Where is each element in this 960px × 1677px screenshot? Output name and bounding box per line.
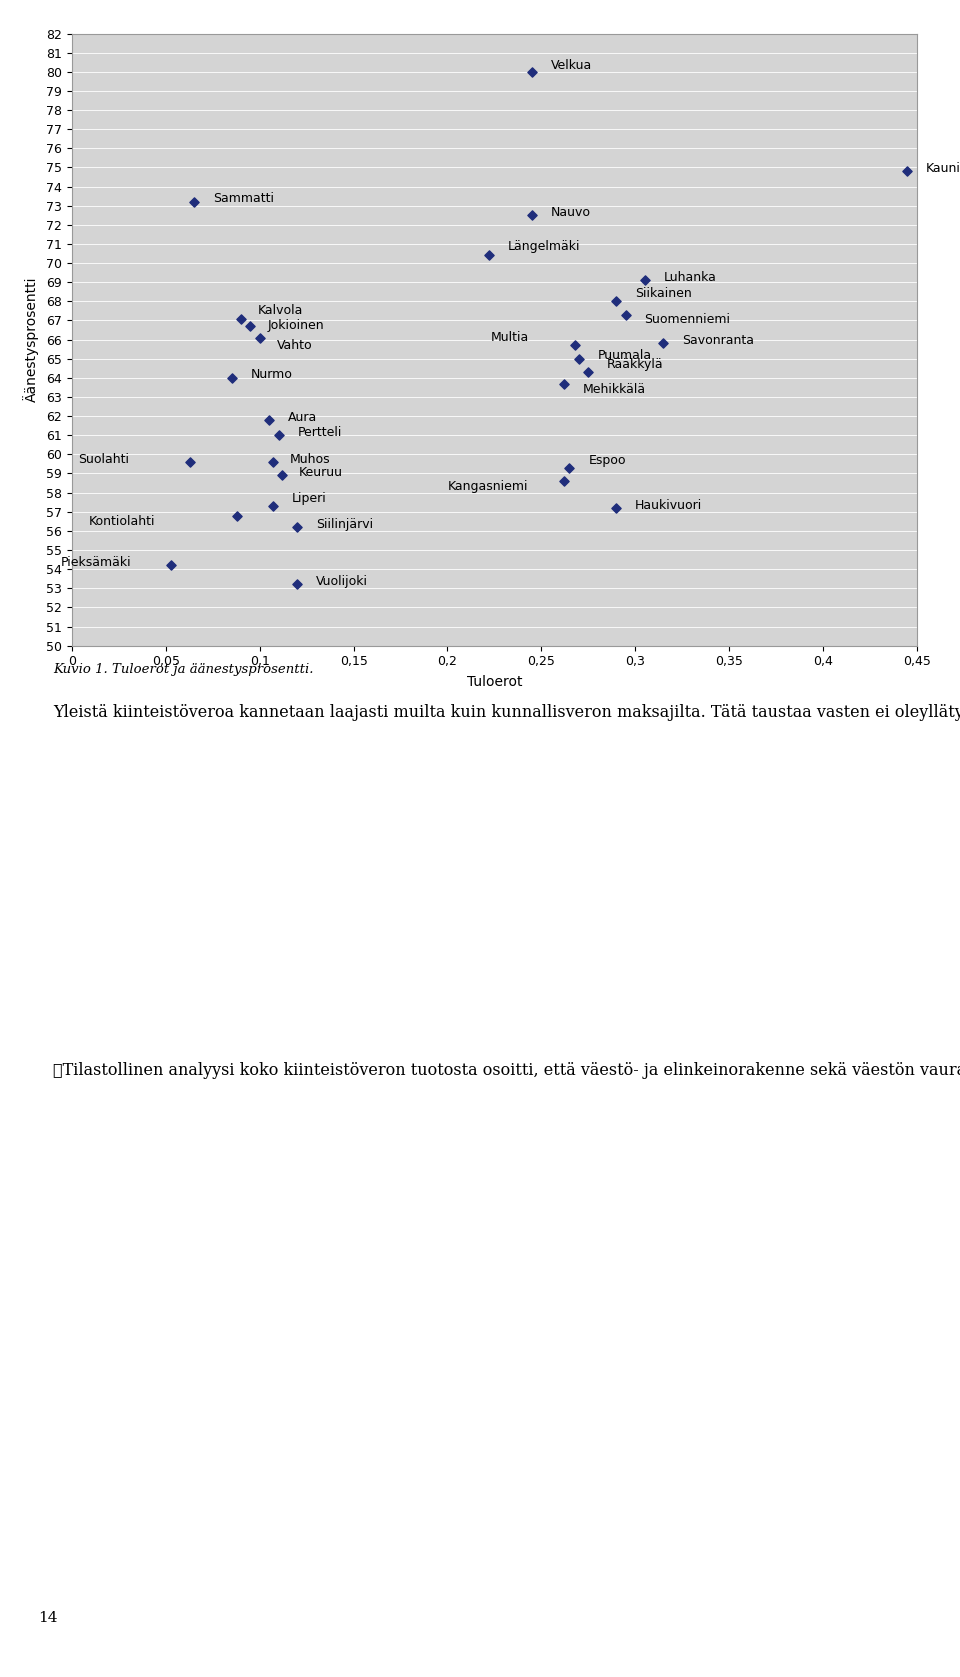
Point: [243, 314, 258, 340]
Text: Kontiolahti: Kontiolahti: [89, 515, 156, 528]
Text: Aura: Aura: [288, 411, 317, 424]
Point: [562, 454, 577, 481]
Text: Sammatti: Sammatti: [213, 193, 274, 206]
Text: Vahto: Vahto: [276, 339, 312, 352]
Point: [182, 449, 198, 476]
Text: Suomenniemi: Suomenniemi: [644, 314, 731, 325]
Text: Kalvola: Kalvola: [258, 305, 303, 317]
Point: [265, 493, 280, 520]
Text: Espoo: Espoo: [588, 453, 626, 466]
Point: [224, 364, 239, 391]
Text: Jokioinen: Jokioinen: [267, 319, 324, 332]
Point: [581, 359, 596, 386]
X-axis label: Tuloerot: Tuloerot: [467, 676, 522, 689]
Text: Muhos: Muhos: [290, 453, 330, 466]
Text: Puumala: Puumala: [598, 349, 652, 362]
Text: Vuolijoki: Vuolijoki: [316, 575, 368, 589]
Point: [556, 468, 571, 495]
Text: Suolahti: Suolahti: [78, 453, 129, 466]
Point: [567, 332, 583, 359]
Text: Tilastollinen analyysi koko kiinteistöveron tuotosta osoitti, että väestö- ja el: Tilastollinen analyysi koko kiinteistöve…: [53, 1062, 960, 1078]
Text: Luhanka: Luhanka: [663, 272, 716, 283]
Text: Längelmäki: Längelmäki: [508, 240, 580, 253]
Point: [481, 241, 496, 268]
Point: [275, 461, 290, 488]
Text: Kangasniemi: Kangasniemi: [447, 480, 528, 493]
Text: Kuvio 1. Tuloerot ja äänestysprosentti.: Kuvio 1. Tuloerot ja äänestysprosentti.: [53, 662, 313, 676]
Point: [186, 188, 202, 215]
Point: [656, 330, 671, 357]
Point: [524, 59, 540, 86]
Text: Nurmo: Nurmo: [251, 369, 292, 381]
Text: 14: 14: [38, 1612, 58, 1625]
Text: Pertteli: Pertteli: [298, 426, 342, 439]
Text: Nauvo: Nauvo: [551, 206, 590, 220]
Text: Velkua: Velkua: [551, 59, 592, 72]
Point: [271, 423, 286, 449]
Point: [556, 371, 571, 397]
Point: [233, 305, 249, 332]
Point: [265, 449, 280, 476]
Point: [290, 513, 305, 540]
Text: Yleistä kiinteistöveroa kannetaan laajasti muilta kuin kunnallisveron maksajilta: Yleistä kiinteistöveroa kannetaan laajas…: [53, 704, 960, 721]
Text: Haukivuori: Haukivuori: [636, 498, 703, 511]
Y-axis label: Äänestysprosentti: Äänestysprosentti: [23, 277, 39, 402]
Point: [164, 552, 180, 579]
Text: Rääkkylä: Rääkkylä: [607, 357, 663, 371]
Text: Siilinjärvi: Siilinjärvi: [316, 518, 373, 530]
Point: [571, 345, 587, 372]
Text: Mehikkälä: Mehikkälä: [583, 382, 646, 396]
Point: [252, 324, 268, 350]
Point: [609, 288, 624, 315]
Point: [261, 406, 276, 433]
Point: [290, 570, 305, 597]
Point: [900, 158, 915, 184]
Text: Multia: Multia: [491, 330, 529, 344]
Point: [229, 501, 245, 528]
Text: Keuruu: Keuruu: [300, 466, 343, 480]
Text: Kauniainen: Kauniainen: [926, 163, 960, 174]
Point: [636, 267, 652, 293]
Text: Pieksämäki: Pieksämäki: [60, 557, 132, 569]
Text: Liperi: Liperi: [292, 491, 326, 505]
Text: Siikainen: Siikainen: [636, 287, 692, 300]
Point: [609, 495, 624, 522]
Text: Savonranta: Savonranta: [683, 334, 755, 347]
Point: [524, 201, 540, 228]
Point: [618, 302, 634, 329]
